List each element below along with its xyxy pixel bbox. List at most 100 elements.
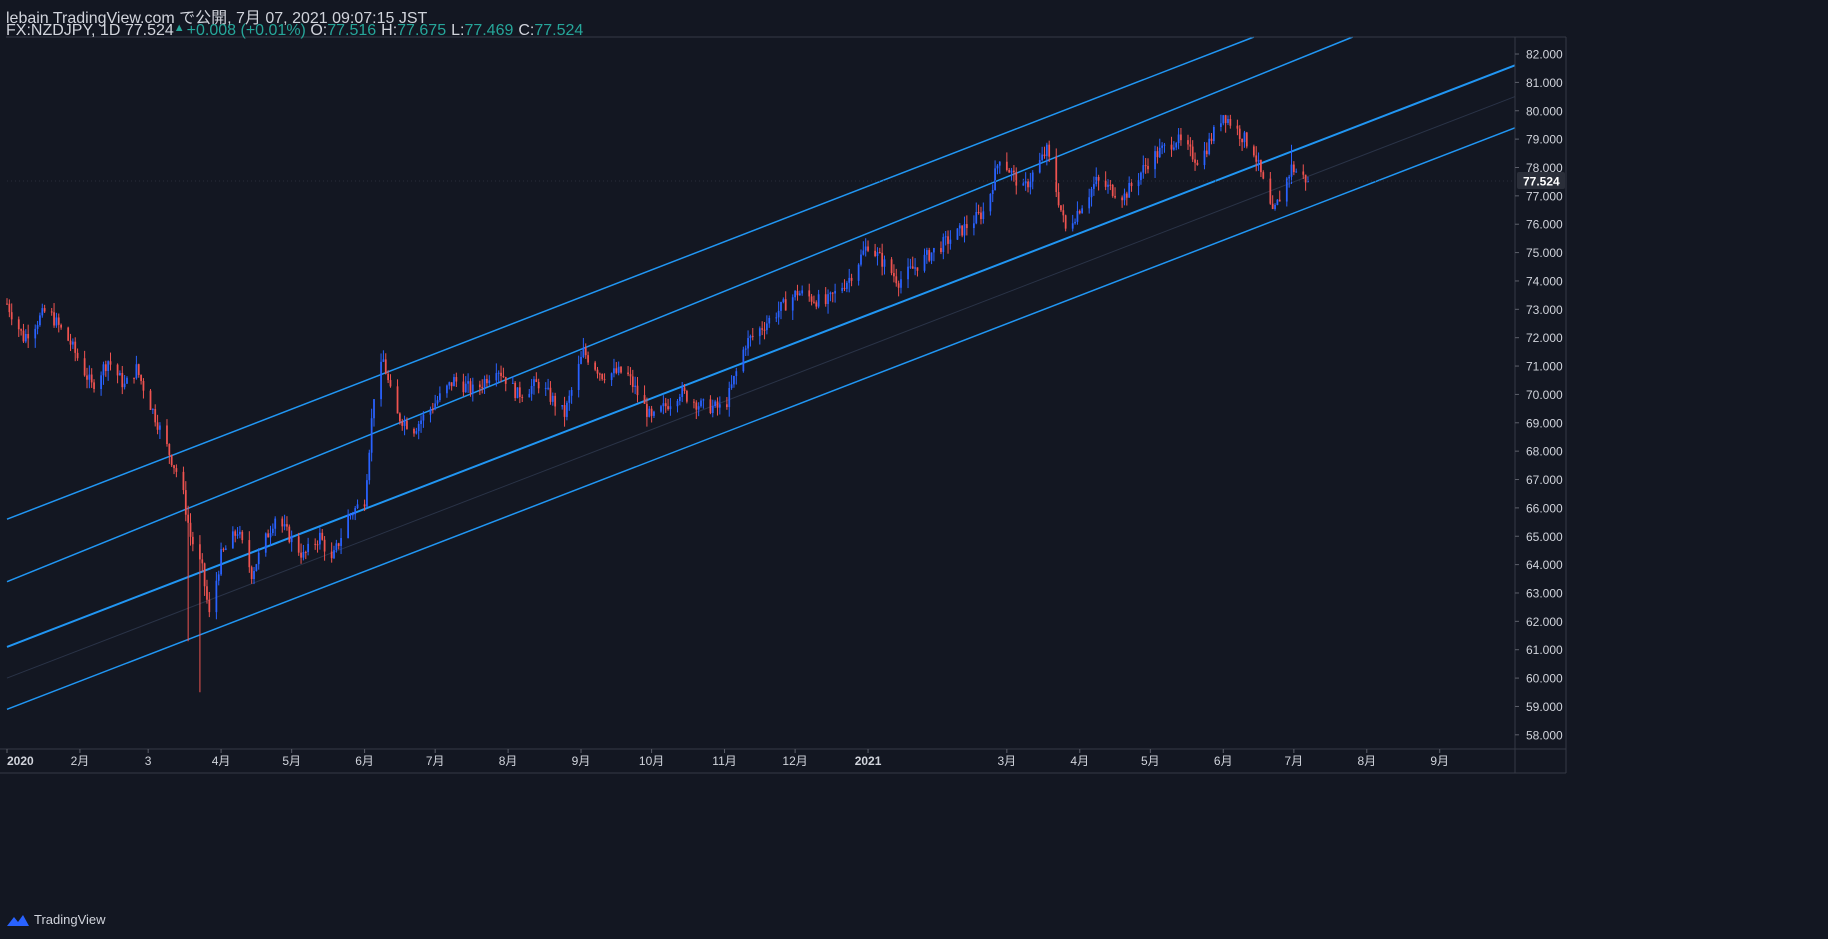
candle-body [488, 380, 491, 384]
candle [650, 405, 653, 423]
candle [387, 370, 389, 384]
channel-lines[interactable] [6, 36, 1516, 710]
candle [876, 247, 879, 266]
candle [973, 215, 975, 236]
candle-body [191, 536, 194, 545]
channel-line [6, 127, 1516, 710]
candle-body [801, 290, 804, 294]
candle-body [829, 292, 832, 295]
candle [1255, 146, 1258, 172]
candle-body [1038, 160, 1041, 173]
candle-body [627, 372, 629, 375]
candle-body [1128, 183, 1131, 198]
candle [1161, 142, 1163, 155]
candle-body [184, 490, 187, 515]
candle [864, 238, 867, 257]
candle-body [464, 383, 467, 393]
candle [495, 363, 498, 387]
candle-body [551, 395, 554, 402]
ohlc-low-label: L: [451, 22, 465, 39]
candle [763, 322, 766, 340]
candle-body [1257, 159, 1260, 162]
candle-body [881, 252, 884, 267]
candle-body [206, 586, 208, 600]
candle [1269, 172, 1272, 205]
candle [1147, 158, 1149, 174]
footer-brand[interactable]: TradingView [6, 912, 106, 927]
candle [893, 264, 895, 283]
candle [104, 360, 107, 377]
candle [874, 243, 876, 258]
candle [250, 565, 253, 584]
candle-body [742, 349, 745, 372]
candle [1271, 195, 1274, 210]
candle-body [368, 452, 371, 481]
candle-body [1304, 174, 1307, 183]
candle [168, 443, 171, 464]
candle-body [1222, 115, 1225, 124]
candle-body [1081, 208, 1084, 214]
candle-body [337, 543, 340, 546]
candle-body [554, 395, 557, 407]
candle-body [878, 252, 881, 254]
candle-body [883, 259, 886, 267]
symbol-label[interactable]: FX:NZDJPY, 1D 77.524 [6, 22, 174, 39]
candle [1010, 167, 1013, 181]
candle [1236, 119, 1239, 136]
candle-body [537, 381, 540, 389]
candle-body [27, 333, 30, 339]
candle-body [958, 225, 961, 229]
candle [109, 352, 112, 371]
candle-body [90, 374, 93, 383]
candle [290, 530, 293, 552]
candle-body [841, 287, 844, 291]
candle-body [86, 375, 88, 380]
candle [403, 415, 406, 436]
candle [497, 370, 500, 383]
candle-body [1043, 154, 1046, 157]
candle-body [340, 538, 342, 546]
candle [533, 376, 535, 395]
candle [335, 539, 338, 553]
candle [928, 247, 931, 263]
candle-body [41, 308, 44, 316]
candle-body [1241, 138, 1243, 143]
candle [965, 215, 968, 236]
candle [944, 230, 947, 246]
candle-body [587, 355, 589, 363]
candle-body [8, 303, 11, 313]
candle-body [1130, 183, 1133, 187]
candle [678, 393, 681, 406]
candle [217, 570, 220, 586]
candle [500, 365, 502, 383]
candle-body [168, 444, 171, 456]
candle [1114, 187, 1116, 199]
candle [749, 334, 752, 347]
candle-body [761, 328, 764, 330]
candle [398, 412, 401, 425]
candle [20, 328, 22, 336]
candle [248, 531, 251, 573]
candle-body [497, 372, 500, 374]
candle-body [991, 190, 994, 194]
candle [1024, 172, 1027, 191]
candle-body [1078, 211, 1081, 214]
candle-body [973, 223, 975, 229]
candle [1123, 188, 1126, 206]
candle [980, 206, 982, 225]
candle-body [187, 514, 190, 523]
x-tick-label: 5月 [1141, 754, 1160, 768]
candle [551, 392, 554, 406]
candle [356, 499, 359, 510]
candle-body [1104, 180, 1107, 187]
candle [942, 233, 945, 260]
candle-body [1156, 151, 1159, 158]
candle-body [824, 294, 827, 304]
candle [274, 516, 277, 537]
candle-body [893, 273, 895, 277]
candle [116, 363, 119, 384]
candle-body [1288, 176, 1291, 179]
candle-body [961, 225, 964, 236]
candle [462, 373, 465, 397]
